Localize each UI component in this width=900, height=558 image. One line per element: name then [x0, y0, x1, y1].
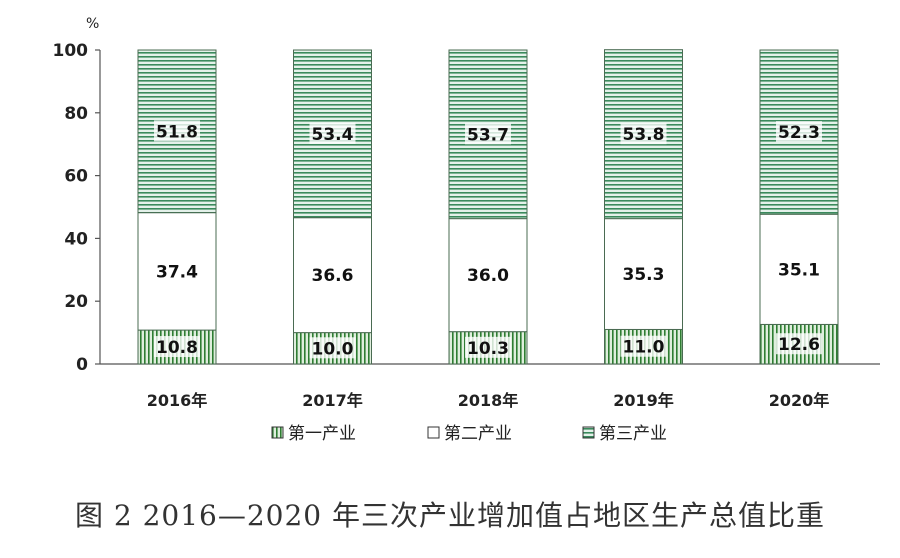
data-label-backdrop: [776, 121, 822, 143]
legend-swatch-tertiary: [582, 426, 595, 439]
data-label-primary: 10.3: [467, 339, 509, 359]
y-axis-unit: %: [86, 16, 99, 32]
data-label-tertiary: 53.8: [623, 125, 665, 145]
legend-label-secondary: 第二产业: [444, 424, 512, 444]
x-category-label: 2016年: [147, 391, 208, 410]
y-tick-label: 100: [53, 41, 89, 61]
figure-caption: 图 2 2016—2020 年三次产业增加值占地区生产总值比重: [74, 499, 826, 532]
bars: [137, 49, 839, 365]
data-label-primary: 12.6: [778, 335, 820, 355]
data-label-secondary: 35.1: [778, 260, 820, 280]
data-label-primary: 10.8: [156, 338, 198, 358]
data-label-backdrop: [309, 122, 356, 144]
legend-swatch-primary: [271, 426, 284, 439]
data-label-secondary: 36.0: [467, 266, 509, 286]
y-tick-label: 60: [64, 167, 88, 187]
data-label-secondary: 35.3: [623, 265, 665, 285]
data-label-backdrop: [465, 336, 511, 358]
legend: 第一产业 第二产业 第三产业: [271, 424, 667, 444]
data-label-tertiary: 53.4: [312, 125, 354, 145]
data-label-backdrop: [309, 337, 356, 359]
data-label-tertiary: 52.3: [778, 123, 820, 143]
stacked-bar-chart: 0 20 40 60 80 100% 2016年 2017年 2018年 2019年 2020年 1…: [53, 16, 880, 444]
data-label-backdrop: [465, 123, 511, 145]
x-category-label: 2018年: [458, 391, 519, 410]
data-label-tertiary: 53.7: [467, 125, 509, 145]
bar-secondary: [137, 212, 217, 331]
legend-swatch-secondary: [427, 426, 440, 439]
data-label-primary: 11.0: [623, 338, 665, 358]
x-category-label: 2019年: [613, 391, 674, 410]
bar-secondary: [759, 213, 839, 325]
legend-label-primary: 第一产业: [288, 424, 356, 444]
data-labels: 10.8 37.4 51.8 10.0 36.6 53.4 10.3 36.0 53.7 11.0…: [154, 120, 822, 359]
data-label-backdrop: [154, 336, 200, 358]
y-tick-label: 80: [64, 104, 88, 124]
bar-secondary: [604, 218, 683, 330]
x-category-label: 2017年: [302, 391, 363, 410]
data-label-backdrop: [620, 335, 667, 357]
y-tick-label: 0: [76, 355, 88, 375]
legend-label-tertiary: 第三产业: [599, 424, 667, 444]
data-label-secondary: 36.6: [312, 266, 354, 286]
data-label-backdrop: [620, 123, 667, 145]
x-category-label: 2020年: [769, 391, 830, 410]
bar-secondary: [293, 217, 372, 334]
data-label-backdrop: [154, 120, 200, 142]
data-label-primary: 10.0: [312, 339, 354, 359]
y-tick-label: 40: [64, 229, 88, 249]
data-label-tertiary: 51.8: [156, 122, 198, 142]
axes: 0 20 40 60 80 100% 2016年 2017年 2018年 2019年 2020年: [53, 16, 880, 410]
y-tick-label: 20: [64, 292, 88, 312]
data-label-backdrop: [776, 333, 822, 355]
bar-secondary: [448, 218, 528, 333]
data-label-secondary: 37.4: [156, 262, 198, 282]
